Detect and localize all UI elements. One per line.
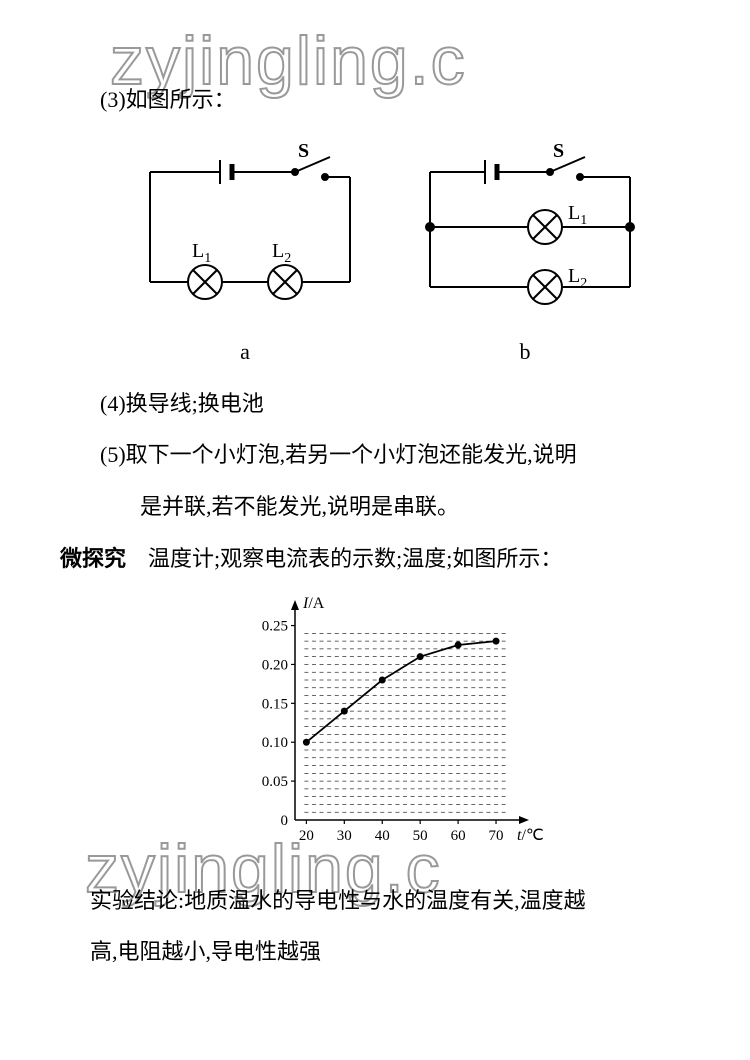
svg-text:t/℃: t/℃: [517, 827, 544, 844]
conclusion-line2: 高,电阻越小,导电性越强: [90, 932, 690, 972]
circuit-b: S L1 L2 b: [400, 132, 650, 372]
document-body: (3)如图所示：: [0, 0, 750, 1024]
circuit-a-label: a: [120, 332, 370, 372]
svg-text:0.10: 0.10: [262, 735, 288, 751]
item-5-line2: 是并联,若不能发光,说明是串联。: [100, 487, 690, 527]
item-4: (4)换导线;换电池: [100, 384, 690, 424]
micro-body: 温度计;观察电流表的示数;温度;如图所示：: [148, 546, 562, 571]
svg-text:20: 20: [299, 828, 314, 844]
circuit-b-label: b: [400, 332, 650, 372]
svg-text:I/A: I/A: [302, 595, 325, 612]
svg-text:L1: L1: [568, 202, 587, 228]
l1-label-b: L: [568, 202, 580, 224]
svg-text:60: 60: [451, 828, 466, 844]
switch-label-b: S: [553, 140, 564, 162]
switch-label-a: S: [298, 140, 309, 162]
svg-text:0.20: 0.20: [262, 658, 288, 674]
item-5-line1: (5)取下一个小灯泡,若另一个小灯泡还能发光,说明: [100, 435, 690, 475]
svg-text:L2: L2: [272, 240, 291, 266]
circuit-diagrams: S L1 L2 a: [80, 132, 690, 372]
l1-sub-a: 1: [204, 251, 211, 266]
l1-label-a: L: [192, 240, 204, 262]
circuit-a-svg: S L1 L2: [120, 132, 370, 312]
l2-sub-b: 2: [580, 276, 587, 291]
svg-text:L1: L1: [192, 240, 211, 266]
svg-text:0.05: 0.05: [262, 774, 288, 790]
circuit-b-svg: S L1 L2: [400, 132, 650, 312]
item-3-text: 如图所示：: [126, 87, 236, 112]
item-3: (3)如图所示：: [100, 80, 690, 120]
item-3-prefix: (3): [100, 87, 126, 112]
item-5-prefix: (5): [100, 442, 126, 467]
chart-container: 0 0.05 0.10 0.15 0.20 0.25 20 30 40 50 60 70 I/A t/℃: [100, 590, 690, 863]
svg-text:40: 40: [375, 828, 390, 844]
micro-inquiry: 微探究 温度计;观察电流表的示数;温度;如图所示：: [60, 539, 690, 579]
l2-label-a: L: [272, 240, 284, 262]
l2-sub-a: 2: [284, 251, 291, 266]
svg-text:0.15: 0.15: [262, 696, 288, 712]
svg-text:50: 50: [413, 828, 428, 844]
item-4-text: 换导线;换电池: [126, 391, 264, 416]
svg-text:30: 30: [337, 828, 352, 844]
circuit-a: S L1 L2 a: [120, 132, 370, 372]
l2-label-b: L: [568, 265, 580, 287]
svg-text:70: 70: [489, 828, 504, 844]
item-5-text1: 取下一个小灯泡,若另一个小灯泡还能发光,说明: [126, 442, 577, 467]
micro-prefix: 微探究: [60, 539, 126, 579]
item-4-prefix: (4): [100, 391, 126, 416]
svg-text:0.25: 0.25: [262, 619, 288, 635]
l1-sub-b: 1: [580, 213, 587, 228]
current-temperature-chart: 0 0.05 0.10 0.15 0.20 0.25 20 30 40 50 60 70 I/A t/℃: [235, 590, 555, 850]
conclusion-line1: 实验结论:地质温水的导电性与水的温度有关,温度越: [90, 881, 690, 921]
svg-text:0: 0: [281, 813, 289, 829]
